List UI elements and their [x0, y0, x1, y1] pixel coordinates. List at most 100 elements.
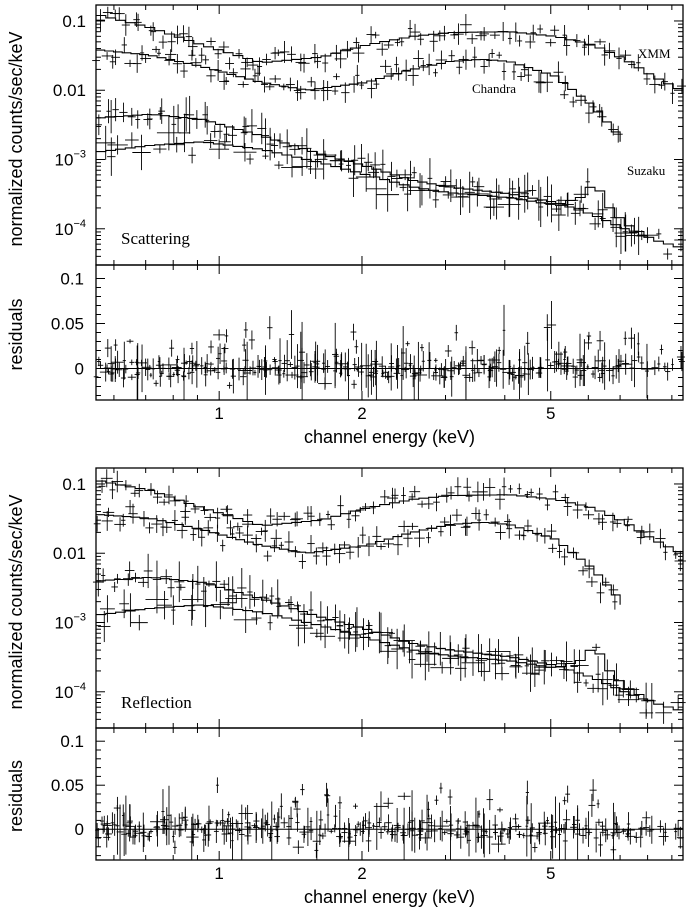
residual-point: [463, 827, 469, 835]
data-point: [219, 73, 230, 90]
residual-point: [301, 825, 307, 843]
chart-panel-2: 1 2 5 channel energy (keV) 0.1 0.01 10−3 10−4 no…: [6, 467, 686, 907]
residual-point: [311, 341, 321, 381]
residual-point: [561, 823, 567, 834]
data-point: [242, 117, 250, 136]
data-point: [632, 687, 640, 703]
data-point: [228, 68, 238, 78]
residual-point: [278, 338, 282, 384]
residual-point: [309, 817, 313, 827]
data-point: [477, 509, 482, 531]
x-axis-label: channel energy (keV): [304, 427, 475, 447]
data-point: [359, 526, 366, 544]
residual-point: [360, 820, 365, 843]
residual-point: [160, 815, 170, 824]
data-point: [638, 230, 646, 241]
model-line-series-4: [96, 576, 649, 703]
residual-point: [510, 367, 515, 382]
data-point: [134, 13, 142, 31]
data-point: [619, 50, 632, 61]
data-point: [223, 77, 229, 85]
data-point: [261, 118, 270, 153]
data-point: [612, 519, 622, 528]
residual-point: [304, 353, 310, 377]
residual-point: [466, 821, 480, 830]
data-point: [598, 514, 607, 531]
residual-point: [420, 344, 424, 352]
data-point: [570, 201, 580, 225]
residual-point: [186, 355, 193, 368]
data-point: [401, 487, 406, 505]
data-point: [463, 516, 471, 537]
residual-point: [464, 346, 468, 400]
residual-point: [295, 344, 300, 389]
residual-point: [431, 819, 438, 843]
data-point: [281, 157, 303, 178]
data-point: [673, 550, 679, 559]
model-line-xmm: [96, 480, 684, 557]
model-line-suzaku: [96, 604, 684, 713]
residual-point: [572, 366, 578, 388]
data-point: [425, 525, 438, 532]
data-point: [536, 487, 543, 501]
residual-point: [385, 829, 390, 835]
data-point: [291, 511, 303, 527]
data-point: [355, 506, 365, 513]
residual-point: [516, 831, 523, 838]
data-point: [406, 640, 413, 664]
y-tick-label: 0: [75, 360, 84, 379]
residual-point: [325, 360, 331, 373]
residual-point: [641, 361, 654, 377]
data-point: [487, 190, 493, 201]
data-point: [355, 64, 360, 86]
data-point: [200, 505, 209, 515]
residual-point: [477, 356, 485, 365]
residual-point: [354, 825, 358, 846]
residual-point: [213, 819, 219, 843]
data-point: [603, 42, 616, 59]
residual-point: [324, 782, 330, 807]
data-point: [483, 198, 505, 216]
data-point: [371, 31, 380, 39]
data-point: [314, 151, 321, 168]
residual-point: [248, 822, 252, 834]
data-point: [119, 102, 128, 123]
data-point: [475, 643, 488, 677]
residual-point: [610, 802, 617, 860]
data-point: [172, 54, 182, 74]
data-point: [406, 160, 415, 195]
residual-point: [409, 365, 417, 388]
data-point: [624, 520, 630, 532]
residual-point: [378, 356, 386, 377]
residual-point: [600, 363, 605, 384]
data-point: [509, 180, 516, 198]
residual-point: [371, 822, 375, 829]
residual-point: [191, 813, 195, 835]
data-point: [479, 27, 490, 41]
residual-point: [586, 364, 590, 370]
data-point: [277, 133, 283, 149]
residual-point: [251, 823, 258, 829]
data-point: [391, 628, 404, 670]
residual-point: [167, 365, 175, 388]
data-point: [267, 615, 273, 631]
data-point: [107, 137, 116, 176]
data-point: [615, 218, 627, 254]
data-point: [185, 95, 195, 134]
residual-point: [249, 360, 257, 376]
data-point: [445, 169, 457, 203]
residual-point: [491, 835, 506, 853]
residual-point: [373, 791, 389, 822]
data-point: [649, 75, 661, 94]
data-point: [270, 133, 279, 158]
residual-point: [285, 371, 299, 379]
data-point: [164, 55, 174, 66]
residual-point: [126, 339, 134, 344]
residual-point: [227, 811, 231, 818]
data-point: [176, 522, 188, 539]
data-point: [219, 599, 237, 607]
data-point: [663, 248, 673, 260]
data-point: [114, 573, 121, 584]
residual-point: [365, 354, 371, 398]
data-point: [259, 579, 267, 615]
